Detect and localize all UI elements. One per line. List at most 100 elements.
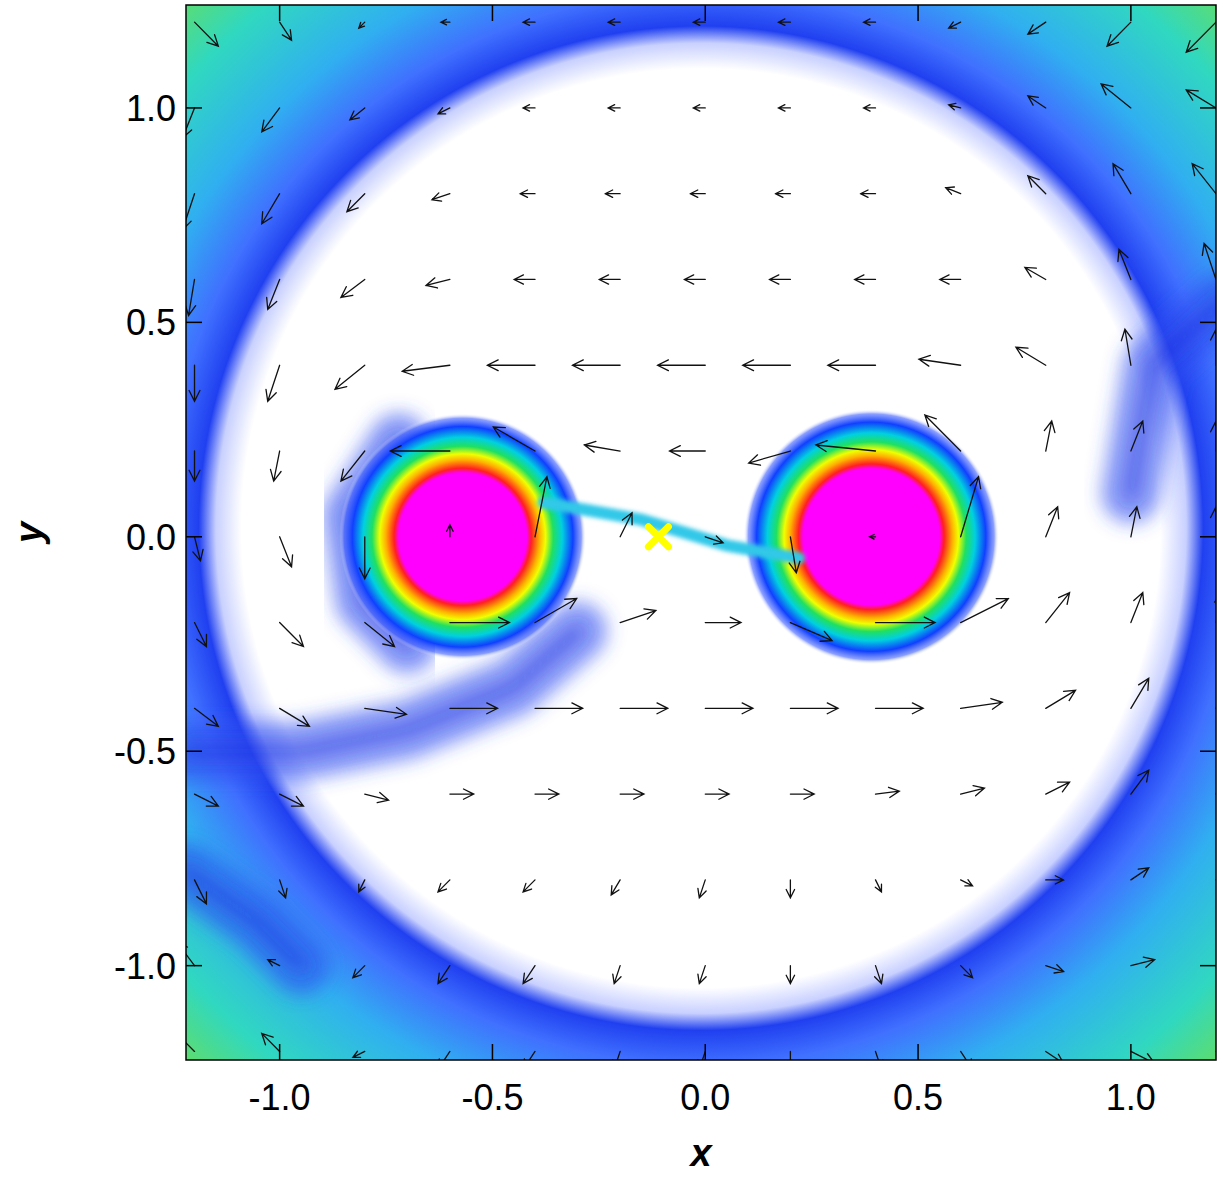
velocity-arrow <box>195 623 207 647</box>
velocity-arrow <box>1025 267 1046 279</box>
velocity-arrow <box>280 708 310 726</box>
velocity-arrow <box>1046 782 1070 794</box>
velocity-arrow <box>347 194 365 212</box>
velocity-arrow <box>186 942 195 966</box>
mass-stream <box>544 502 799 558</box>
velocity-arrow <box>611 880 620 895</box>
x-tick <box>1130 1044 1132 1060</box>
velocity-arrow <box>620 789 644 799</box>
velocity-arrow <box>335 365 365 389</box>
spiral-arm-core <box>1131 301 1216 494</box>
x-tick-label: 0.5 <box>893 1077 943 1118</box>
velocity-arrow <box>940 275 961 284</box>
velocity-arrow <box>1186 90 1216 108</box>
velocity-arrow <box>514 275 535 284</box>
velocity-arrow <box>743 360 791 371</box>
y-axis-title: y <box>8 520 50 545</box>
y-tick-label: 1.0 <box>126 88 176 129</box>
x-tick-top <box>279 5 281 21</box>
velocity-arrow <box>1028 176 1046 194</box>
velocity-arrow <box>608 105 620 111</box>
velocity-arrow <box>961 699 1003 710</box>
velocity-arrow <box>523 880 535 892</box>
velocity-arrow <box>605 190 620 197</box>
velocity-arrow <box>1101 84 1131 108</box>
velocity-arrow <box>1131 1051 1155 1060</box>
spiral-arm <box>186 871 301 965</box>
x-tick-label: -1.0 <box>249 1077 311 1118</box>
velocity-arrow <box>1211 329 1216 365</box>
velocity-arrow <box>447 525 453 537</box>
velocity-arrow <box>1121 329 1132 365</box>
velocity-arrow <box>789 537 800 573</box>
velocity-arrow <box>690 190 705 197</box>
velocity-arrow <box>262 108 280 132</box>
velocity-arrow <box>698 880 706 898</box>
star <box>339 413 586 660</box>
velocity-arrow <box>946 187 961 194</box>
velocity-arrow <box>790 703 838 714</box>
ring <box>186 5 1216 1060</box>
velocity-arrow <box>786 880 794 898</box>
y-tick <box>186 107 202 109</box>
velocity-arrow <box>535 477 550 537</box>
velocity-arrow <box>438 1051 450 1060</box>
velocity-arrow <box>262 194 280 224</box>
velocity-arrow <box>438 966 450 984</box>
velocity-arrow <box>359 22 365 28</box>
velocity-arrow <box>875 1051 883 1060</box>
axes: -1.0-0.50.00.51.0-1.0-0.50.00.51.0 <box>114 5 1216 1118</box>
velocity-arrow <box>266 365 280 401</box>
y-tick-label: 0.0 <box>126 517 176 558</box>
velocity-arrow <box>864 105 876 111</box>
velocity-arrow <box>350 108 365 120</box>
velocity-arrow <box>620 609 656 623</box>
velocity-arrow <box>267 279 280 309</box>
chart: -1.0-0.50.00.51.0-1.0-0.50.00.51.0xy <box>0 0 1223 1182</box>
velocity-arrow <box>523 105 535 111</box>
velocity-arrow <box>280 794 304 806</box>
velocity-arrow <box>365 623 395 647</box>
velocity-arrow <box>875 966 883 984</box>
y-tick-right <box>1200 536 1216 538</box>
velocity-arrow <box>450 789 474 799</box>
velocity-arrow <box>1016 347 1046 365</box>
velocity-arrow <box>1192 164 1216 194</box>
velocity-arrow <box>359 537 370 579</box>
velocity-arrow <box>186 1027 195 1051</box>
velocity-arrow <box>876 617 936 628</box>
velocity-arrow <box>535 703 583 714</box>
velocity-arrow <box>195 794 219 806</box>
velocity-arrow <box>855 275 876 284</box>
velocity-arrow <box>195 708 219 726</box>
velocity-arrow <box>280 537 293 567</box>
velocity-arrow <box>775 190 790 197</box>
velocity-arrow <box>613 1051 621 1060</box>
velocity-arrow <box>523 1051 535 1060</box>
x-tick <box>492 1044 494 1060</box>
velocity-arrow <box>1129 507 1140 537</box>
velocity-arrow <box>438 880 450 892</box>
y-tick-label: -1.0 <box>114 946 176 987</box>
velocity-arrow <box>535 789 559 799</box>
velocity-arrow <box>1186 22 1216 52</box>
marker-point <box>648 527 668 547</box>
velocity-arrow <box>693 19 705 25</box>
velocity-arrow <box>705 617 741 628</box>
velocity-arrow <box>658 360 706 371</box>
velocity-arrow <box>790 623 832 642</box>
velocity-arrow <box>1131 770 1149 794</box>
velocity-arrow <box>961 599 1009 623</box>
velocity-arrow <box>493 427 535 451</box>
velocity-arrow <box>353 1051 365 1057</box>
y-tick-label: -0.5 <box>114 731 176 772</box>
x-tick-label: 0.0 <box>680 1077 730 1118</box>
velocity-arrow <box>875 880 881 892</box>
y-tick-right <box>1200 322 1216 324</box>
y-tick <box>186 965 202 967</box>
velocity-arrow <box>1046 876 1064 884</box>
velocity-arrow <box>450 617 510 628</box>
velocity-arrow <box>186 279 196 315</box>
plot-frame <box>186 5 1216 1060</box>
x-tick <box>705 1044 707 1060</box>
